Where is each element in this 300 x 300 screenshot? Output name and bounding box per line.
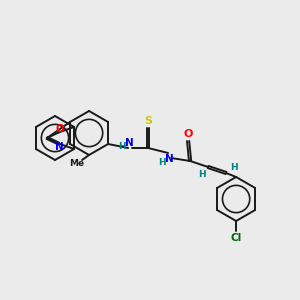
Text: O: O [183, 129, 193, 139]
Text: H: H [198, 170, 206, 179]
Text: H: H [230, 164, 238, 172]
Text: S: S [144, 116, 152, 126]
Text: N: N [125, 138, 134, 148]
Text: H: H [158, 158, 166, 167]
Text: O: O [55, 124, 64, 134]
Text: H: H [118, 142, 126, 152]
Text: N: N [55, 142, 64, 152]
Text: Cl: Cl [230, 233, 242, 243]
Text: N: N [165, 154, 173, 164]
Text: Me: Me [70, 160, 85, 169]
